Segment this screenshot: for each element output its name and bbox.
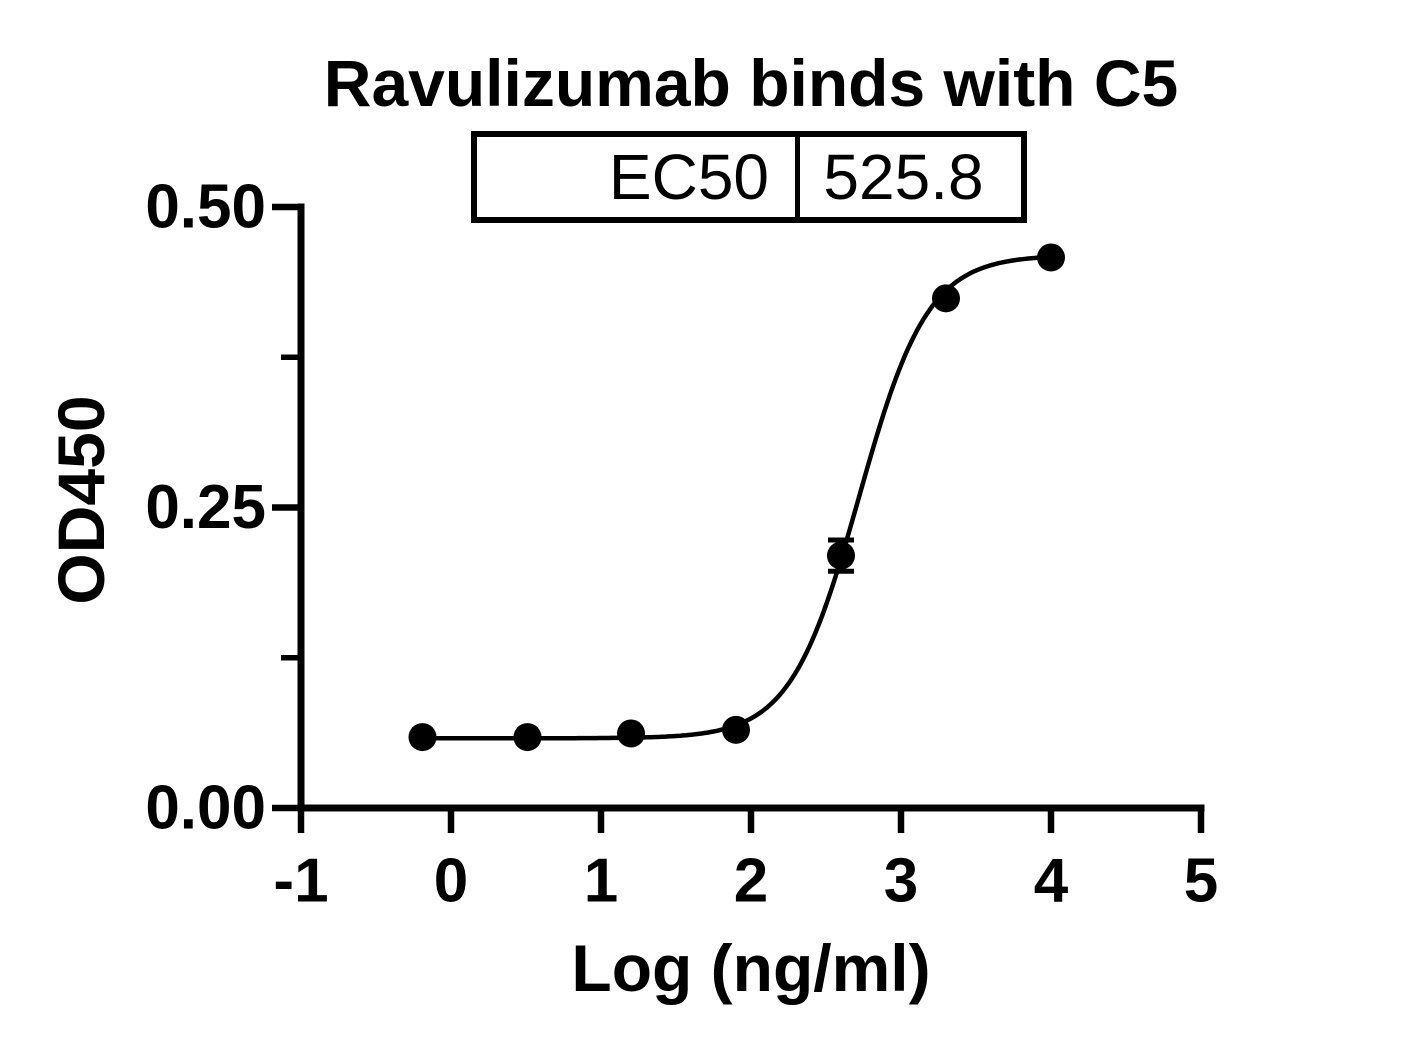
- data-point: [827, 541, 855, 570]
- data-point: [932, 284, 960, 313]
- ec50-label-cell: EC50: [477, 137, 800, 217]
- x-tick-label: -1: [273, 847, 328, 916]
- data-point: [1037, 243, 1065, 272]
- data-point: [722, 715, 750, 744]
- y-axis-title: OD450: [44, 395, 118, 605]
- data-point: [408, 723, 437, 752]
- fit-curve: [420, 254, 1052, 741]
- x-tick-label: 4: [1034, 847, 1069, 916]
- chart-title: Ravulizumab binds with C5: [323, 46, 1179, 120]
- x-axis-title: Log (ng/ml): [571, 931, 931, 1005]
- x-tick-label: 0: [434, 847, 468, 916]
- x-tick-label: 2: [734, 847, 768, 916]
- y-tick-label: 0.25: [145, 473, 266, 542]
- data-point: [617, 719, 645, 748]
- x-tick-label: 5: [1184, 847, 1218, 916]
- ec50-table: EC50 525.8: [471, 131, 1027, 223]
- y-tick-label: 0.50: [145, 173, 266, 242]
- data-point: [513, 723, 542, 752]
- y-tick-label: 0.00: [145, 774, 266, 843]
- x-tick-label: 3: [884, 847, 918, 916]
- ec50-value-cell: 525.8: [823, 141, 984, 213]
- x-tick-label: 1: [584, 847, 618, 916]
